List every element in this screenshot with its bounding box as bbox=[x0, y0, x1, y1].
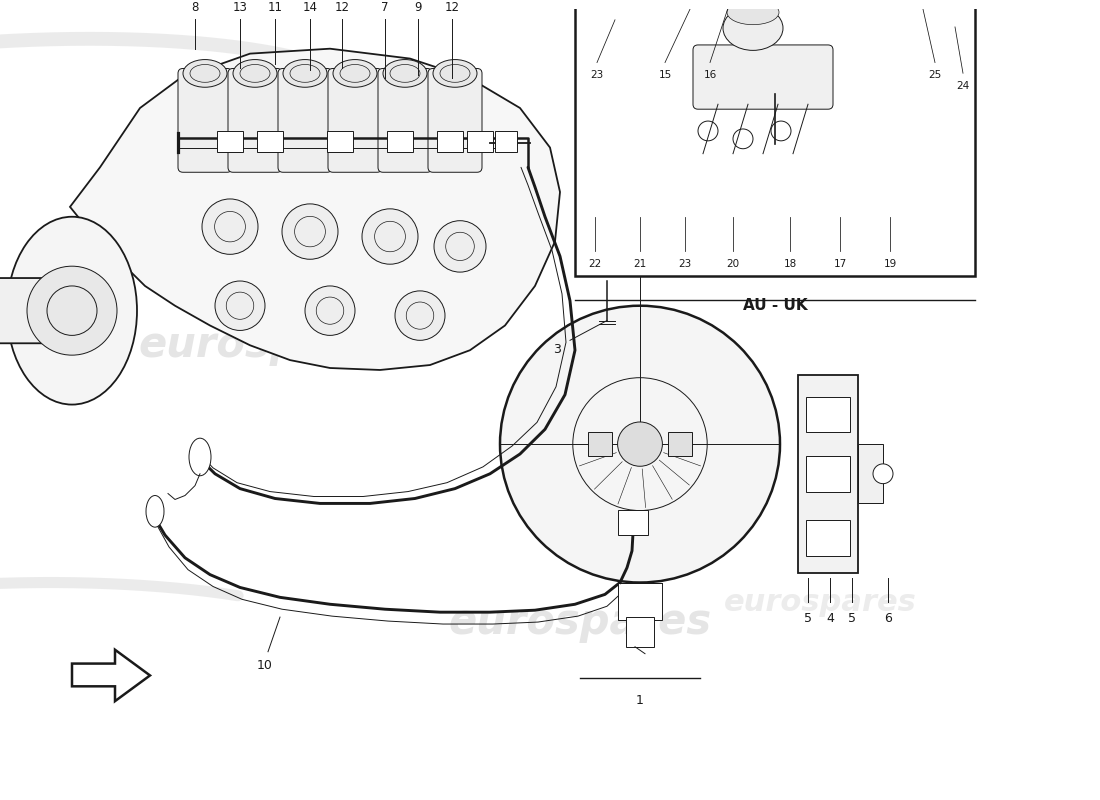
Text: 6: 6 bbox=[884, 612, 892, 625]
FancyBboxPatch shape bbox=[613, 103, 676, 150]
Text: 18: 18 bbox=[783, 259, 796, 270]
Circle shape bbox=[28, 266, 117, 355]
Ellipse shape bbox=[723, 6, 783, 50]
Bar bbox=[575, 0, 975, 276]
Ellipse shape bbox=[189, 438, 211, 476]
Text: 8: 8 bbox=[191, 1, 199, 14]
Bar bbox=[217, 130, 243, 153]
Circle shape bbox=[434, 221, 486, 272]
Text: 10: 10 bbox=[257, 658, 273, 672]
Bar bbox=[806, 397, 850, 432]
Bar bbox=[495, 130, 517, 153]
FancyBboxPatch shape bbox=[428, 69, 482, 172]
Text: 1: 1 bbox=[636, 694, 644, 707]
Ellipse shape bbox=[433, 59, 477, 87]
Text: 23: 23 bbox=[591, 70, 604, 81]
Circle shape bbox=[395, 291, 446, 340]
Bar bbox=[588, 432, 612, 456]
Text: 17: 17 bbox=[834, 259, 847, 270]
Text: 7: 7 bbox=[382, 1, 388, 14]
Ellipse shape bbox=[727, 0, 779, 25]
FancyBboxPatch shape bbox=[0, 278, 55, 343]
Bar bbox=[327, 130, 353, 153]
Circle shape bbox=[282, 204, 338, 259]
Text: 22: 22 bbox=[588, 259, 602, 270]
Bar bbox=[858, 444, 883, 503]
Text: 2: 2 bbox=[725, 122, 733, 135]
Text: 23: 23 bbox=[679, 259, 692, 270]
Polygon shape bbox=[72, 650, 150, 701]
Bar bbox=[806, 456, 850, 491]
FancyBboxPatch shape bbox=[228, 69, 282, 172]
Ellipse shape bbox=[383, 59, 427, 87]
Text: 13: 13 bbox=[232, 1, 248, 14]
Circle shape bbox=[617, 422, 662, 466]
Circle shape bbox=[362, 209, 418, 264]
Polygon shape bbox=[70, 49, 560, 370]
Text: 16: 16 bbox=[703, 70, 716, 81]
Bar bbox=[798, 375, 858, 573]
Text: 9: 9 bbox=[415, 1, 421, 14]
Text: 12: 12 bbox=[334, 1, 350, 14]
Bar bbox=[618, 582, 662, 620]
Ellipse shape bbox=[146, 495, 164, 527]
FancyBboxPatch shape bbox=[605, 137, 683, 193]
Bar bbox=[668, 432, 692, 456]
Circle shape bbox=[305, 286, 355, 335]
Bar bbox=[387, 130, 412, 153]
Text: 11: 11 bbox=[267, 1, 283, 14]
Text: 14: 14 bbox=[302, 1, 318, 14]
Bar bbox=[806, 520, 850, 556]
Text: 21: 21 bbox=[634, 259, 647, 270]
Bar bbox=[595, 202, 685, 276]
Bar bbox=[626, 617, 654, 646]
Text: eurospares: eurospares bbox=[724, 588, 916, 617]
FancyBboxPatch shape bbox=[693, 45, 833, 109]
Text: 24: 24 bbox=[956, 81, 969, 91]
Text: 25: 25 bbox=[928, 70, 942, 81]
FancyBboxPatch shape bbox=[278, 69, 332, 172]
Circle shape bbox=[202, 199, 258, 254]
Text: 12: 12 bbox=[444, 1, 460, 14]
FancyBboxPatch shape bbox=[328, 69, 382, 172]
Ellipse shape bbox=[183, 59, 227, 87]
Text: 20: 20 bbox=[726, 259, 739, 270]
Circle shape bbox=[214, 281, 265, 330]
Ellipse shape bbox=[233, 59, 277, 87]
Circle shape bbox=[873, 464, 893, 484]
Bar bbox=[257, 130, 283, 153]
Bar bbox=[468, 130, 493, 153]
FancyBboxPatch shape bbox=[378, 69, 432, 172]
Text: 5: 5 bbox=[848, 612, 856, 625]
Text: 5: 5 bbox=[804, 612, 812, 625]
Text: 15: 15 bbox=[659, 70, 672, 81]
Ellipse shape bbox=[333, 59, 377, 87]
Text: 19: 19 bbox=[883, 259, 896, 270]
Text: eurospares: eurospares bbox=[139, 324, 402, 366]
Text: 3: 3 bbox=[553, 343, 561, 356]
Circle shape bbox=[500, 306, 780, 582]
Text: AU - UK: AU - UK bbox=[742, 298, 807, 313]
Text: 4: 4 bbox=[826, 612, 834, 625]
Ellipse shape bbox=[7, 217, 138, 405]
Text: eurospares: eurospares bbox=[449, 601, 712, 643]
Bar bbox=[437, 130, 463, 153]
Bar bbox=[618, 510, 648, 535]
Ellipse shape bbox=[283, 59, 327, 87]
FancyBboxPatch shape bbox=[178, 69, 232, 172]
